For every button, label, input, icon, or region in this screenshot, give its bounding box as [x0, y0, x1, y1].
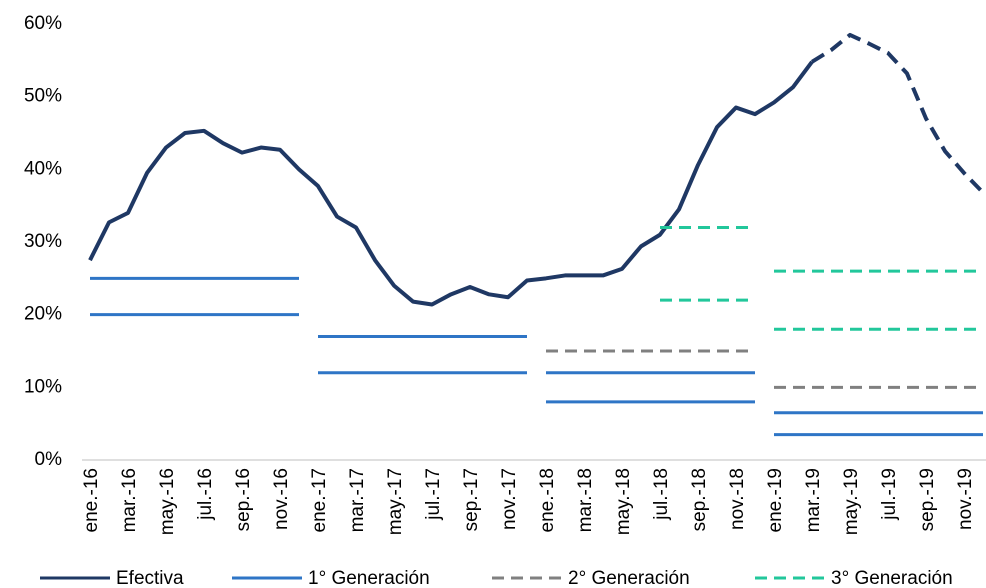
y-tick-label: 60%	[24, 13, 62, 34]
x-tick-label: ene.-17	[309, 468, 330, 532]
legend-item: 3° Generación	[755, 568, 953, 588]
x-tick-label: jul.-16	[195, 468, 216, 521]
y-tick-label: 50%	[24, 86, 62, 107]
x-tick-label: nov.-16	[271, 468, 292, 530]
x-tick-label: may.-19	[841, 468, 862, 535]
y-tick-label: 20%	[24, 304, 62, 325]
x-tick-label: jul.-19	[879, 468, 900, 521]
x-tick-label: may.-17	[385, 468, 406, 535]
y-tick-label: 10%	[24, 376, 62, 397]
x-tick-label: nov.-18	[727, 468, 748, 530]
x-tick-label: mar.-17	[347, 468, 368, 532]
x-tick-label: may.-16	[157, 468, 178, 535]
x-tick-label: mar.-19	[803, 468, 824, 532]
x-tick-label: jul.-17	[423, 468, 444, 521]
legend-item: 2° Generación	[492, 568, 690, 588]
x-tick-label: sep.-19	[917, 468, 938, 531]
x-tick-label: may.-18	[613, 468, 634, 535]
line	[810, 32, 985, 194]
x-tick-label: ene.-19	[765, 468, 786, 532]
x-tick-label: ene.-16	[81, 468, 102, 532]
legend-item: Efectiva	[40, 568, 184, 588]
y-tick-label: 40%	[24, 158, 62, 179]
legend-label: 2° Generación	[568, 568, 690, 588]
x-tick-label: sep.-18	[689, 468, 710, 531]
legend-label: Efectiva	[116, 568, 184, 588]
x-tick-label: ene.-18	[537, 468, 558, 532]
x-tick-label: mar.-16	[119, 468, 140, 532]
x-tick-label: nov.-19	[955, 468, 976, 530]
legend-label: 1° Generación	[308, 568, 430, 588]
line	[88, 60, 814, 307]
legend-label: 3° Generación	[831, 568, 953, 588]
x-tick-label: sep.-17	[461, 468, 482, 531]
x-tick-label: jul.-18	[651, 468, 672, 521]
x-tick-label: nov.-17	[499, 468, 520, 530]
y-tick-label: 30%	[24, 231, 62, 252]
x-tick-label: mar.-18	[575, 468, 596, 532]
x-tick-label: sep.-16	[233, 468, 254, 531]
y-tick-label: 0%	[35, 449, 63, 470]
legend-item: 1° Generación	[232, 568, 430, 588]
